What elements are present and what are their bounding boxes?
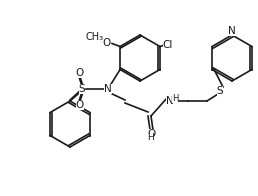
Text: O: O — [76, 68, 84, 78]
Text: N: N — [228, 26, 236, 36]
Text: H: H — [172, 93, 178, 103]
Text: S: S — [217, 86, 223, 96]
Text: O: O — [102, 37, 110, 47]
Text: S: S — [79, 84, 85, 94]
Text: CH₃: CH₃ — [85, 32, 103, 42]
Text: O: O — [147, 129, 155, 139]
Text: H: H — [148, 133, 154, 142]
Text: O: O — [76, 100, 84, 110]
Text: N: N — [104, 84, 112, 94]
Text: Cl: Cl — [163, 40, 173, 50]
Text: N: N — [166, 96, 174, 106]
